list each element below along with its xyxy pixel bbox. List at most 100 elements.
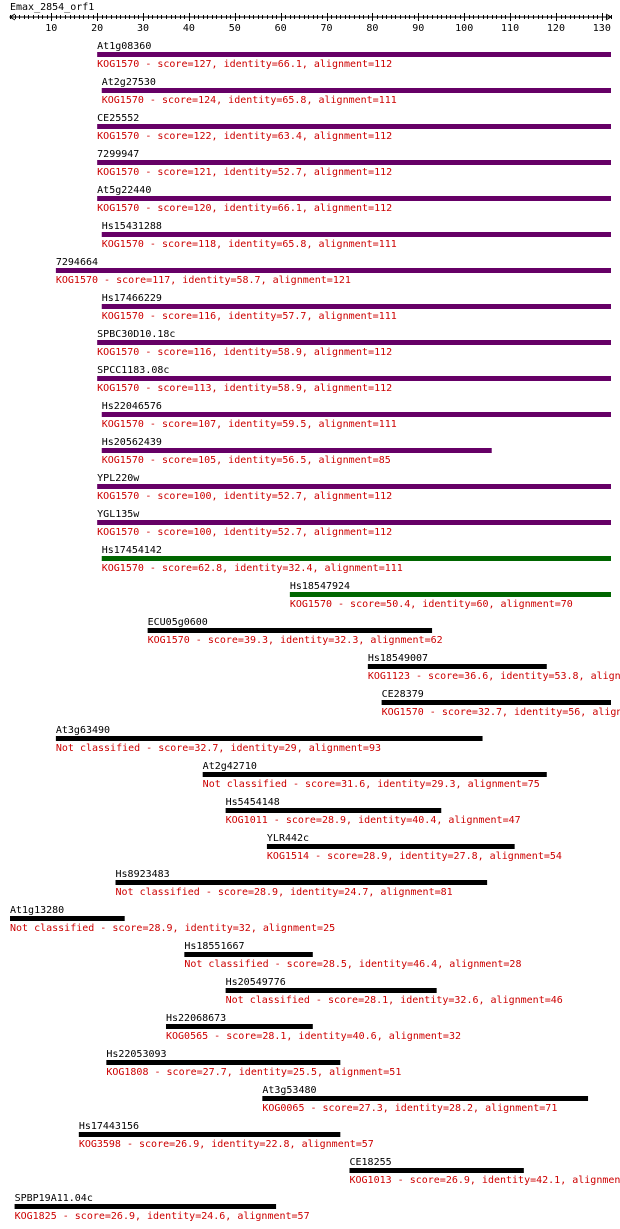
hit-label: Not classified - score=28.5, identity=46… [184,959,521,970]
hit-name: Hs22046576 [102,401,162,412]
hit-name: Hs18547924 [290,581,350,592]
hit-bar [97,376,611,381]
hit-row: SPBP19A11.04c KOG1825 - score=26.9, ident… [14,1193,310,1222]
hit-row: Hs22068673 KOG0565 - score=28.1, identity… [165,1013,461,1042]
hit-label: KOG1570 - score=100, identity=52.7, alig… [97,527,392,538]
tick-label: 130 [593,23,611,34]
hit-name: Hs8923483 [116,869,170,880]
hit-row: Hs20549776 Not classified - score=28.1, i… [225,977,563,1006]
hit-bar [97,340,611,345]
hit-label: Not classified - score=28.9, identity=24… [116,887,453,898]
hit-name: SPBC30D10.18c [97,329,175,340]
hit-name: At1g13280 [10,905,64,916]
hit-row: ECU05g0600 KOG1570 - score=39.3, identity… [147,617,443,646]
hit-bar [101,304,611,309]
hit-bar [55,736,483,741]
hit-row: Hs15431288 KOG1570 - score=118, identity=… [101,221,611,250]
hit-name: Hs5454148 [226,797,280,808]
hit-name: CE25552 [97,113,139,124]
hit-list: At1g08360 KOG1570 - score=127, identity=6… [10,41,620,1222]
hit-label: KOG0065 - score=27.3, identity=28.2, ali… [262,1103,557,1114]
hit-label: KOG1570 - score=121, identity=52.7, alig… [97,167,392,178]
hit-label: KOG1570 - score=116, identity=58.9, alig… [97,347,392,358]
hit-name: YLR442c [267,833,309,844]
hit-label: KOG1013 - score=26.9, identity=42.1, ali… [349,1175,620,1186]
hit-row: At2g27530 KOG1570 - score=124, identity=6… [101,77,611,106]
hit-bar [225,808,442,813]
hit-row: Hs18551667 Not classified - score=28.5, i… [184,941,521,970]
hit-label: KOG1514 - score=28.9, identity=27.8, ali… [267,851,562,862]
hit-row: Hs8923483 Not classified - score=28.9, id… [115,869,488,898]
hit-bar [78,1132,341,1137]
tick-label: 110 [501,23,519,34]
hit-bar [381,700,611,705]
hit-name: At1g08360 [97,41,151,52]
tick-label: 10 [45,23,57,34]
hit-row: Hs18547924 KOG1570 - score=50.4, identity… [289,581,611,610]
hit-name: SPBP19A11.04c [15,1193,93,1204]
hit-label: KOG1808 - score=27.7, identity=25.5, ali… [106,1067,401,1078]
hit-row: 7299947 KOG1570 - score=121, identity=52.… [97,149,611,178]
hit-row: At3g63490 Not classified - score=32.7, id… [55,725,483,754]
hit-row: SPCC1183.08c KOG1570 - score=113, identit… [97,365,611,394]
hit-row: 7294664 KOG1570 - score=117, identity=58.… [55,257,611,286]
hit-row: Hs18549007 KOG1123 - score=36.6, identity… [367,653,620,682]
hit-bar [101,88,611,93]
hit-label: Not classified - score=28.9, identity=32… [10,923,335,934]
hit-row: Hs22053093 KOG1808 - score=27.7, identity… [106,1049,401,1078]
hit-name: Hs22068673 [166,1013,226,1024]
hit-row: CE18255 KOG1013 - score=26.9, identity=42… [349,1157,620,1186]
hit-row: YPL220w KOG1570 - score=100, identity=52.… [97,473,611,502]
hit-label: KOG1570 - score=113, identity=58.9, alig… [97,383,392,394]
hit-row: At1g13280 Not classified - score=28.9, id… [10,905,335,934]
hit-label: Not classified - score=31.6, identity=29… [203,779,540,790]
hit-row: Hs20562439 KOG1570 - score=105, identity=… [101,437,492,466]
hit-label: KOG1011 - score=28.9, identity=40.4, ali… [226,815,521,826]
hit-label: KOG1570 - score=105, identity=56.5, alig… [102,455,391,466]
hit-row: Hs17466229 KOG1570 - score=116, identity=… [101,293,611,322]
hit-label: Not classified - score=28.1, identity=32… [226,995,563,1006]
hit-name: At5g22440 [97,185,151,196]
hit-bar [184,952,313,957]
hit-name: Hs15431288 [102,221,162,232]
hit-bar [262,1096,589,1101]
hit-row: CE25552 KOG1570 - score=122, identity=63.… [97,113,611,142]
hit-label: KOG1570 - score=117, identity=58.7, alig… [56,275,351,286]
hit-name: 7294664 [56,257,98,268]
hit-bar [14,1204,277,1209]
hit-label: KOG3598 - score=26.9, identity=22.8, ali… [79,1139,374,1150]
hit-label: KOG1570 - score=100, identity=52.7, alig… [97,491,392,502]
hit-row: At5g22440 KOG1570 - score=120, identity=6… [97,185,611,214]
hit-name: CE28379 [382,689,424,700]
hit-label: Not classified - score=32.7, identity=29… [56,743,381,754]
tick-label: 120 [547,23,565,34]
chart-title: Emax_2854_orf1 [10,2,94,13]
hit-row: Hs17454142 KOG1570 - score=62.8, identity… [101,545,611,574]
hit-bar [97,124,611,129]
hit-label: KOG1570 - score=120, identity=66.1, alig… [97,203,392,214]
hit-bar [225,988,437,993]
tick-label: 70 [321,23,333,34]
hit-bar [147,628,433,633]
hit-bar [165,1024,313,1029]
hit-row: At3g53480 KOG0065 - score=27.3, identity=… [262,1085,589,1114]
hit-label: KOG1570 - score=32.7, identity=56, align… [382,707,620,718]
hit-bar [202,772,547,777]
hit-name: Hs20562439 [102,437,162,448]
hit-name: Hs18551667 [184,941,244,952]
hit-row: Hs5454148 KOG1011 - score=28.9, identity=… [225,797,521,826]
hit-bar [97,52,611,57]
tick-label: 60 [275,23,287,34]
hit-bar [97,160,611,165]
tick-label: 30 [137,23,149,34]
hit-bar [101,448,492,453]
hit-row: YLR442c KOG1514 - score=28.9, identity=27… [266,833,562,862]
hit-name: CE18255 [349,1157,391,1168]
hit-name: Hs20549776 [226,977,286,988]
tick-label: 40 [183,23,195,34]
hit-bar [10,916,125,921]
hit-name: At2g42710 [203,761,257,772]
hit-label: KOG1570 - score=122, identity=63.4, alig… [97,131,392,142]
hit-name: At2g27530 [102,77,156,88]
hit-name: 7299947 [97,149,139,160]
